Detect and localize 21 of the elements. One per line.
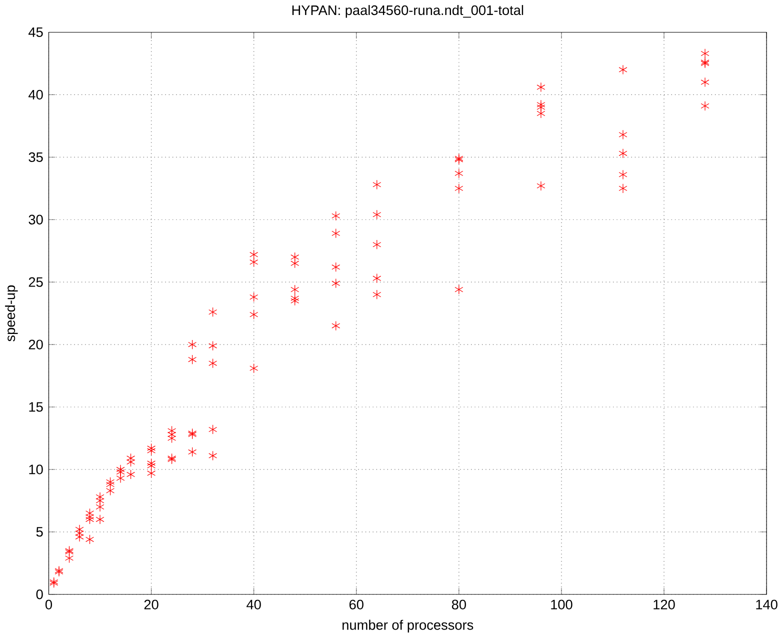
x-tick-label: 140 bbox=[756, 600, 778, 610]
y-tick-label: 30 bbox=[28, 214, 43, 225]
y-tick-label: 25 bbox=[28, 277, 43, 288]
y-tick-label: 15 bbox=[29, 402, 43, 412]
x-tick-label: 0 bbox=[45, 600, 52, 610]
x-tick-label: 120 bbox=[654, 600, 675, 610]
y-tick-label: 0 bbox=[36, 590, 43, 600]
chart-title: HYPAN: paal34560-runa.ndt_001-total bbox=[292, 5, 524, 18]
x-tick-label: 60 bbox=[349, 600, 364, 610]
x-tick-label: 80 bbox=[452, 600, 466, 610]
x-axis-title: number of processors bbox=[342, 620, 474, 633]
x-tick-label: 40 bbox=[246, 600, 261, 610]
x-tick-label: 100 bbox=[551, 600, 572, 610]
y-tick-label: 40 bbox=[28, 90, 43, 100]
y-tick-label: 10 bbox=[29, 464, 43, 474]
x-tick-label: 20 bbox=[144, 600, 158, 610]
y-tick-label: 5 bbox=[36, 527, 43, 537]
y-tick-label: 35 bbox=[28, 152, 43, 162]
y-tick-label: 45 bbox=[28, 28, 43, 38]
y-axis-title: speed-up bbox=[5, 286, 18, 342]
y-tick-label: 20 bbox=[28, 340, 43, 350]
